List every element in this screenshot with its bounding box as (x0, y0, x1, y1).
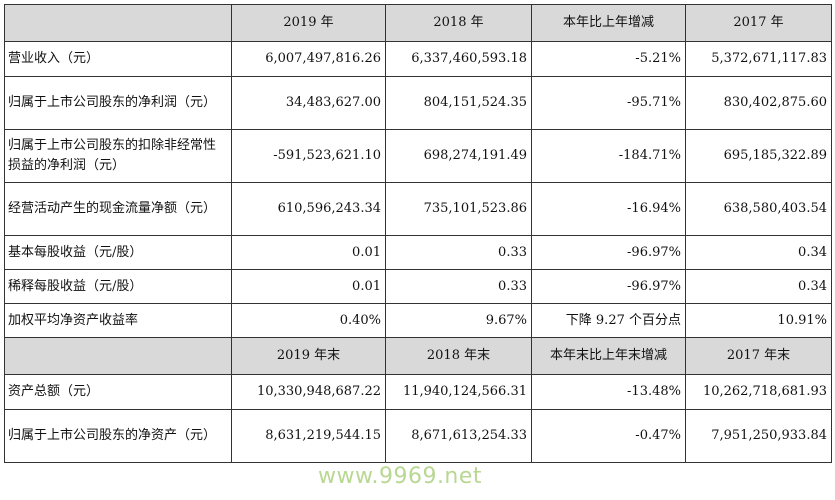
header-cell: 本年比上年增减 (531, 4, 686, 42)
header-cell: 2017 年末 (685, 337, 832, 375)
value-2018: 8,671,613,254.33 (385, 409, 532, 463)
value-change: -13.48% (531, 374, 686, 410)
value-2019: 0.40% (231, 303, 386, 338)
value-2017: 638,580,403.54 (685, 182, 832, 236)
value-2017: 0.34 (685, 269, 832, 304)
value-2019: 0.01 (231, 269, 386, 304)
value-2019: 34,483,627.00 (231, 76, 386, 130)
header-cell: 2018 年 (385, 4, 532, 42)
value-2017: 10,262,718,681.93 (685, 374, 832, 410)
value-2017: 0.34 (685, 235, 832, 270)
row-label: 加权平均净资产收益率 (4, 303, 232, 338)
value-change: -184.71% (531, 129, 686, 183)
row-label: 营业收入（元） (4, 41, 232, 77)
table-header-row: 2019 年末 2018 年末 本年末比上年末增减 2017 年末 (4, 337, 832, 375)
value-change: -16.94% (531, 182, 686, 236)
value-change: -96.97% (531, 235, 686, 270)
header-cell: 本年末比上年末增减 (531, 337, 686, 375)
value-2019: 6,007,497,816.26 (231, 41, 386, 77)
value-2019: -591,523,621.10 (231, 129, 386, 183)
table-row: 营业收入（元） 6,007,497,816.26 6,337,460,593.1… (4, 41, 832, 77)
header-cell: 2019 年 (231, 4, 386, 42)
financial-summary-table: 2019 年 2018 年 本年比上年增减 2017 年 营业收入（元） 6,0… (4, 4, 832, 463)
header-cell (4, 4, 232, 42)
header-cell (4, 337, 232, 375)
value-2017: 5,372,671,117.83 (685, 41, 832, 77)
row-label: 稀释每股收益（元/股） (4, 269, 232, 304)
header-cell: 2017 年 (685, 4, 832, 42)
value-2018: 0.33 (385, 235, 532, 270)
table-row: 资产总额（元） 10,330,948,687.22 11,940,124,566… (4, 374, 832, 410)
value-change: 下降 9.27 个百分点 (531, 303, 686, 338)
header-cell: 2019 年末 (231, 337, 386, 375)
value-2019: 10,330,948,687.22 (231, 374, 386, 410)
table-row: 归属于上市公司股东的净资产（元） 8,631,219,544.15 8,671,… (4, 409, 832, 463)
table-row: 经营活动产生的现金流量净额（元） 610,596,243.34 735,101,… (4, 182, 832, 236)
value-2019: 8,631,219,544.15 (231, 409, 386, 463)
value-2018: 6,337,460,593.18 (385, 41, 532, 77)
value-2019: 0.01 (231, 235, 386, 270)
row-label: 基本每股收益（元/股） (4, 235, 232, 270)
table-header-row: 2019 年 2018 年 本年比上年增减 2017 年 (4, 4, 832, 42)
value-2018: 9.67% (385, 303, 532, 338)
row-label: 资产总额（元） (4, 374, 232, 410)
value-change: -96.97% (531, 269, 686, 304)
table-row: 加权平均净资产收益率 0.40% 9.67% 下降 9.27 个百分点 10.9… (4, 303, 832, 338)
value-2018: 0.33 (385, 269, 532, 304)
value-2018: 698,274,191.49 (385, 129, 532, 183)
value-2018: 735,101,523.86 (385, 182, 532, 236)
table-row: 稀释每股收益（元/股） 0.01 0.33 -96.97% 0.34 (4, 269, 832, 304)
value-2018: 804,151,524.35 (385, 76, 532, 130)
row-label: 归属于上市公司股东的净利润（元） (4, 76, 232, 130)
value-2017: 830,402,875.60 (685, 76, 832, 130)
value-change: -0.47% (531, 409, 686, 463)
value-2017: 695,185,322.89 (685, 129, 832, 183)
row-label: 归属于上市公司股东的净资产（元） (4, 409, 232, 463)
table-row: 归属于上市公司股东的扣除非经常性损益的净利润（元） -591,523,621.1… (4, 129, 832, 183)
row-label: 归属于上市公司股东的扣除非经常性损益的净利润（元） (4, 129, 232, 183)
value-2017: 7,951,250,933.84 (685, 409, 832, 463)
value-2017: 10.91% (685, 303, 832, 338)
table-row: 归属于上市公司股东的净利润（元） 34,483,627.00 804,151,5… (4, 76, 832, 130)
row-label: 经营活动产生的现金流量净额（元） (4, 182, 232, 236)
watermark: www.9969.net (318, 464, 483, 489)
value-2018: 11,940,124,566.31 (385, 374, 532, 410)
header-cell: 2018 年末 (385, 337, 532, 375)
table-row: 基本每股收益（元/股） 0.01 0.33 -96.97% 0.34 (4, 235, 832, 270)
value-change: -95.71% (531, 76, 686, 130)
value-change: -5.21% (531, 41, 686, 77)
value-2019: 610,596,243.34 (231, 182, 386, 236)
